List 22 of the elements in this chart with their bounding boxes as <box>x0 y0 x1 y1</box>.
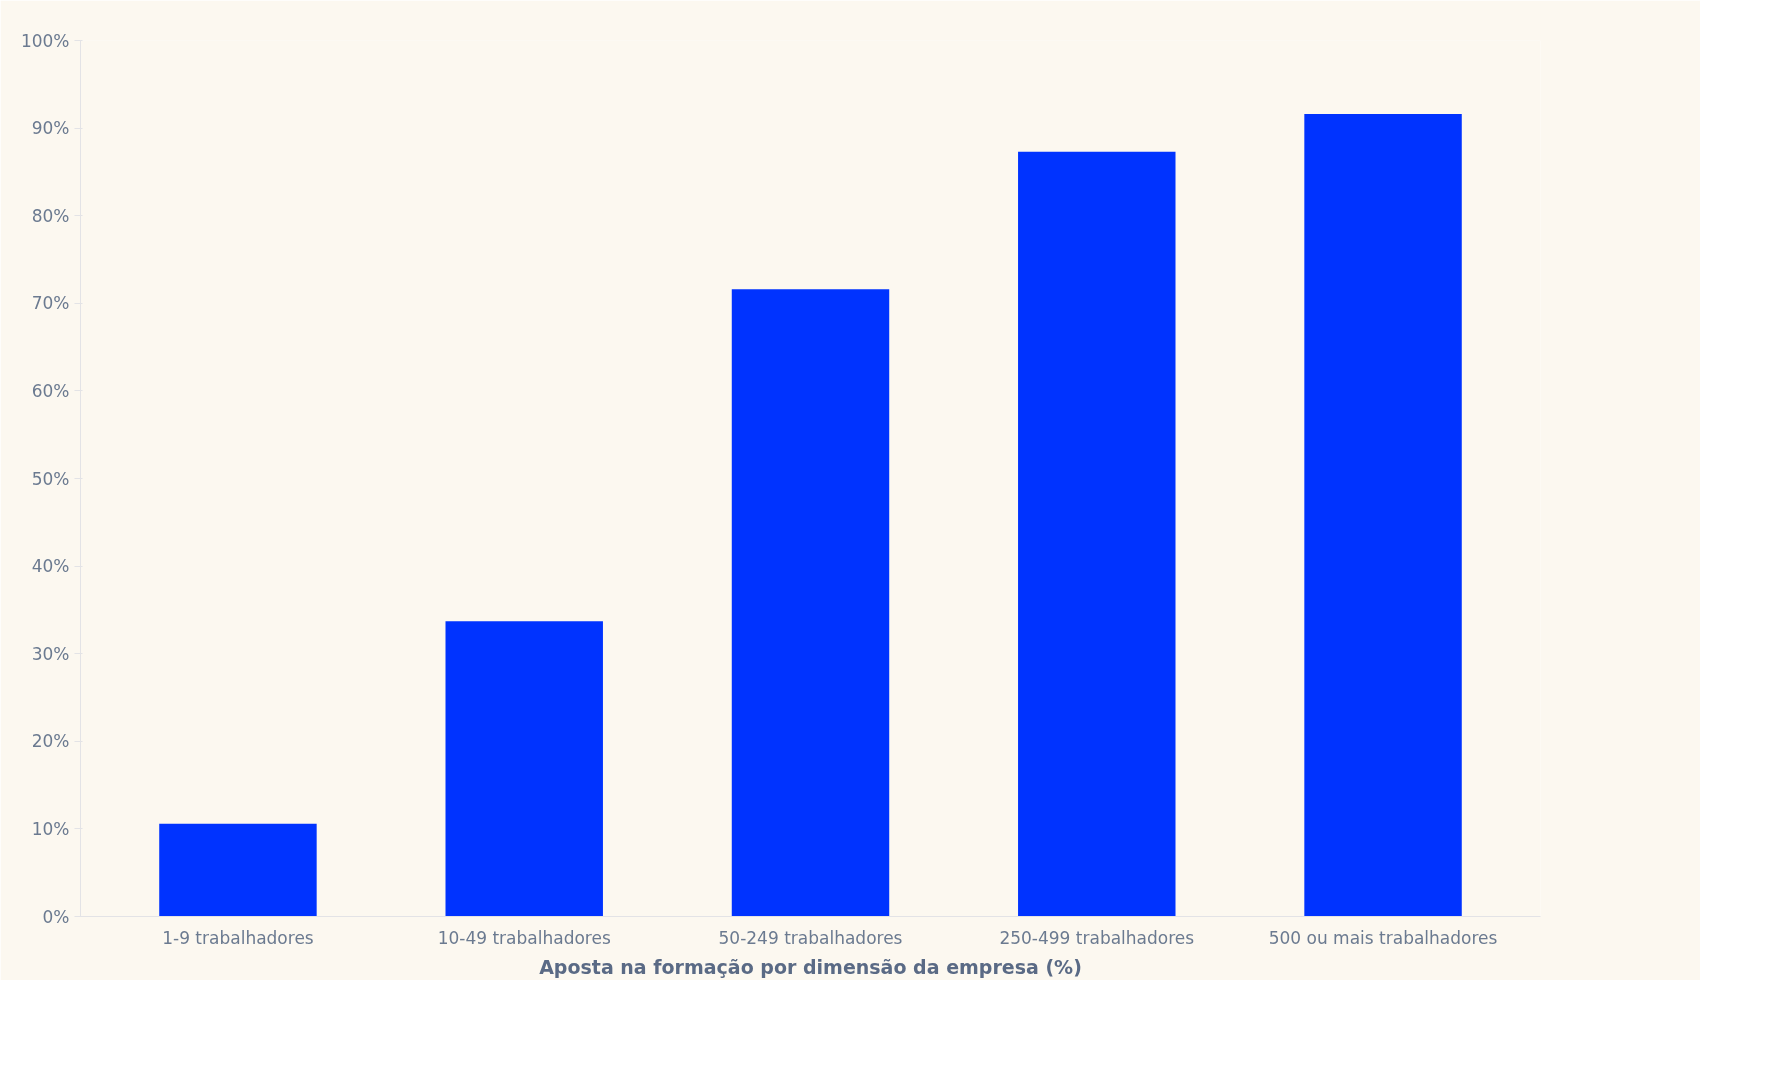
y-tick-label: 50% <box>31 468 70 489</box>
y-tick-label: 40% <box>31 556 70 577</box>
x-tick-label: 10-49 trabalhadores <box>437 927 611 948</box>
y-tick-label: 90% <box>31 118 70 139</box>
x-tick-label: 500 ou mais trabalhadores <box>1268 927 1498 948</box>
y-tick-label: 20% <box>31 731 70 752</box>
x-tick-label: 250-499 trabalhadores <box>999 927 1195 948</box>
y-tick-label: 10% <box>31 818 70 839</box>
x-tick-label: 50-249 trabalhadores <box>718 927 903 948</box>
x-axis-title: Aposta na formação por dimensão da empresa (%) <box>539 955 1082 978</box>
x-tick-label: 1-9 trabalhadores <box>162 927 314 948</box>
bar <box>1018 151 1176 917</box>
y-tick-label: 80% <box>31 205 70 226</box>
y-tick-label: 30% <box>31 643 70 664</box>
bar <box>159 823 317 917</box>
bar <box>731 289 890 917</box>
y-tick-label: 0% <box>42 906 70 927</box>
y-tick-label: 100% <box>20 30 70 51</box>
y-tick-label: 70% <box>31 293 70 314</box>
y-tick-label: 60% <box>31 380 70 401</box>
bar <box>445 621 603 917</box>
bar <box>1304 114 1462 917</box>
